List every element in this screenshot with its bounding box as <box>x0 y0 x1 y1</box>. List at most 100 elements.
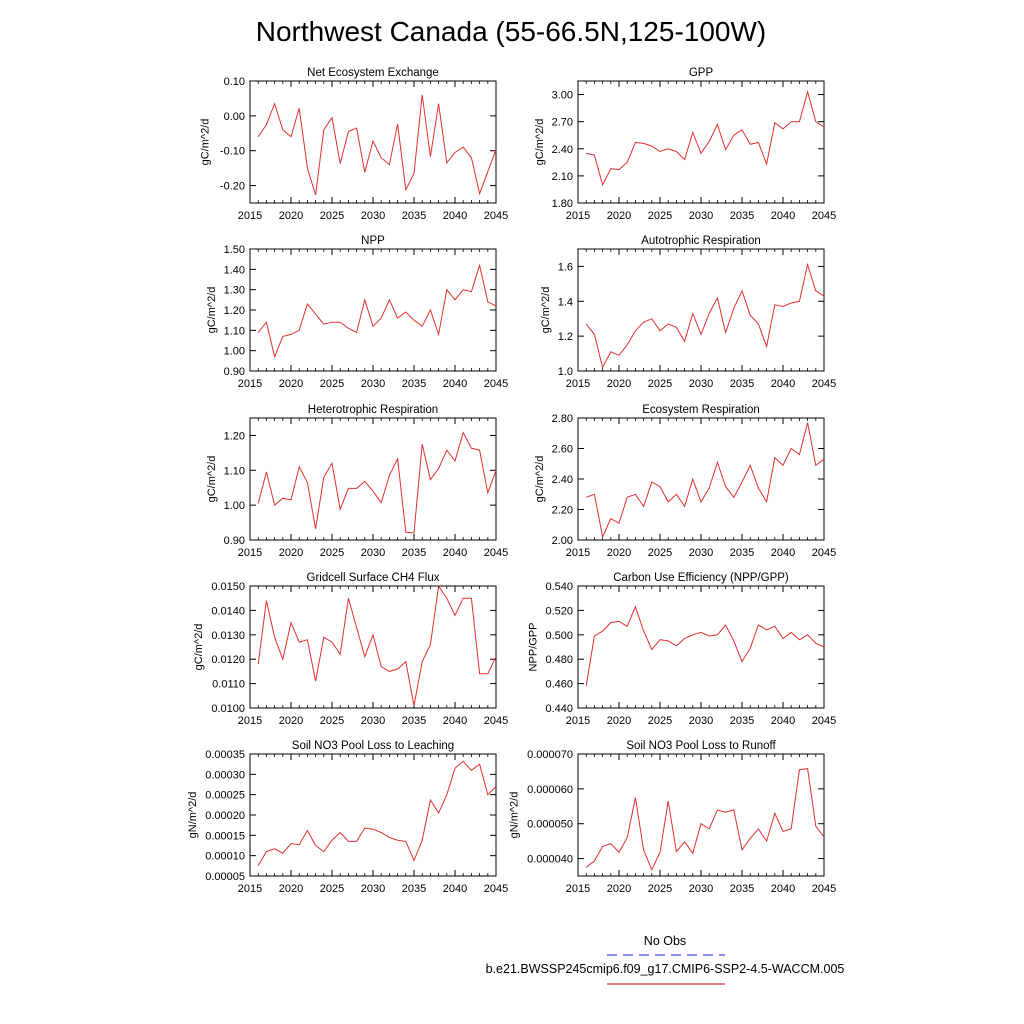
x-tick-label: 2025 <box>648 210 672 222</box>
y-tick-label: 0.00030 <box>205 769 245 781</box>
y-tick-label: 0.00015 <box>205 830 245 842</box>
x-tick-label: 2030 <box>361 547 385 559</box>
y-tick-label: 0.540 <box>545 581 573 593</box>
x-tick-label: 2040 <box>771 547 795 559</box>
x-tick-label: 2035 <box>402 715 426 727</box>
y-tick-label: 2.20 <box>552 505 573 517</box>
series-line <box>257 760 497 867</box>
series-line <box>257 584 497 706</box>
panel-title: Ecosystem Respiration <box>642 404 760 416</box>
y-tick-label: 0.460 <box>545 679 573 691</box>
panel-title: NPP <box>361 235 385 247</box>
x-tick-label: 2025 <box>648 715 672 727</box>
y-tick-label: 2.70 <box>552 117 573 129</box>
y-tick-label: 0.00010 <box>205 851 245 863</box>
y-axis-label: gC/m^2/d <box>206 456 218 503</box>
x-tick-label: 2045 <box>484 210 508 222</box>
series-line <box>586 89 825 187</box>
x-tick-label: 2015 <box>566 715 590 727</box>
y-tick-label: 0.0150 <box>211 581 245 593</box>
series-line <box>586 422 825 539</box>
x-tick-label: 2035 <box>730 378 754 390</box>
y-tick-label: 1.10 <box>224 465 245 477</box>
y-tick-label: 1.2 <box>558 331 573 343</box>
x-tick-label: 2020 <box>607 378 631 390</box>
y-tick-label: 1.00 <box>224 500 245 512</box>
x-tick-label: 2020 <box>279 883 303 895</box>
y-tick-label: 1.20 <box>224 430 245 442</box>
y-axis-label: NPP/GPP <box>528 623 540 672</box>
y-tick-label: 3.00 <box>552 90 573 102</box>
legend-model-label: b.e21.BWSSP245cmip6.f09_g17.CMIP6-SSP2-4… <box>486 962 845 976</box>
x-tick-label: 2040 <box>771 378 795 390</box>
x-tick-label: 2015 <box>238 210 262 222</box>
x-tick-label: 2025 <box>320 715 344 727</box>
x-tick-label: 2035 <box>730 883 754 895</box>
x-tick-label: 2040 <box>443 378 467 390</box>
x-tick-label: 2020 <box>279 547 303 559</box>
y-tick-label: 0.00025 <box>205 790 245 802</box>
y-tick-label: 0.00020 <box>205 810 245 822</box>
x-tick-label: 2030 <box>361 210 385 222</box>
panel-title: Autotrophic Respiration <box>641 235 761 247</box>
chart-panel: 2015 2020 2025 2030 2035 2040 2045 0.00005 0.000… <box>187 740 508 895</box>
panel-title: GPP <box>689 67 714 79</box>
y-tick-label: 0.00035 <box>205 749 245 761</box>
chart-panel: 2015 2020 2025 2030 2035 2040 2045 2.00 2.20 2.40… <box>534 404 836 559</box>
y-tick-label: 2.00 <box>552 535 573 547</box>
y-tick-label: 1.40 <box>224 264 245 276</box>
x-tick-label: 2030 <box>361 378 385 390</box>
y-tick-label: 1.6 <box>558 261 573 273</box>
x-tick-label: 2025 <box>320 547 344 559</box>
legend-obs-label: No Obs <box>644 934 686 948</box>
y-tick-label: 1.4 <box>558 296 573 308</box>
x-tick-label: 2030 <box>689 547 713 559</box>
x-tick-label: 2025 <box>320 210 344 222</box>
x-tick-label: 2015 <box>566 378 590 390</box>
y-axis-label: gC/m^2/d <box>200 119 212 166</box>
y-tick-label: -0.20 <box>220 181 245 193</box>
x-tick-label: 2040 <box>443 715 467 727</box>
x-tick-label: 2045 <box>484 547 508 559</box>
series-line <box>585 605 825 687</box>
panel-title: Soil NO3 Pool Loss to Runoff <box>626 740 776 752</box>
y-tick-label: 0.000070 <box>527 749 573 761</box>
y-axis-label: gC/m^2/d <box>193 624 205 671</box>
chart-panel: 2015 2020 2025 2030 2035 2040 2045 -0.20 -0.10 0.… <box>200 67 509 222</box>
x-tick-label: 2030 <box>689 210 713 222</box>
y-axis-label: gC/m^2/d <box>534 119 546 166</box>
series-line <box>257 431 497 534</box>
plot-frame <box>249 248 497 372</box>
x-tick-label: 2045 <box>812 883 836 895</box>
y-tick-label: 1.50 <box>224 244 245 256</box>
x-tick-label: 2025 <box>320 378 344 390</box>
plot-frame <box>249 753 497 877</box>
x-tick-label: 2020 <box>607 210 631 222</box>
x-tick-label: 2030 <box>361 715 385 727</box>
x-tick-label: 2045 <box>812 210 836 222</box>
x-tick-label: 2045 <box>484 715 508 727</box>
y-tick-label: 0.10 <box>224 76 245 88</box>
y-tick-label: 0.0110 <box>212 679 245 691</box>
x-tick-label: 2030 <box>689 378 713 390</box>
x-tick-label: 2020 <box>279 210 303 222</box>
series-line <box>585 768 825 871</box>
x-tick-label: 2015 <box>238 378 262 390</box>
plot-frame <box>577 753 825 877</box>
y-tick-label: 1.30 <box>224 285 245 297</box>
y-axis-label: gC/m^2/d <box>206 287 218 334</box>
x-tick-label: 2015 <box>238 715 262 727</box>
y-axis-label: gC/m^2/d <box>540 287 552 334</box>
chart-panel: 2015 2020 2025 2030 2035 2040 2045 0.90 1.00 1.10… <box>206 235 508 390</box>
y-tick-label: 0.000040 <box>527 854 573 866</box>
series-line <box>257 94 497 196</box>
x-tick-label: 2025 <box>648 883 672 895</box>
y-tick-label: 1.00 <box>224 346 245 358</box>
x-tick-label: 2020 <box>607 883 631 895</box>
panel-title: Soil NO3 Pool Loss to Leaching <box>292 740 454 752</box>
y-tick-label: 2.10 <box>552 171 573 183</box>
y-tick-label: 2.80 <box>552 413 573 425</box>
y-tick-label: 2.60 <box>552 444 573 456</box>
y-tick-label: 0.90 <box>224 366 245 378</box>
